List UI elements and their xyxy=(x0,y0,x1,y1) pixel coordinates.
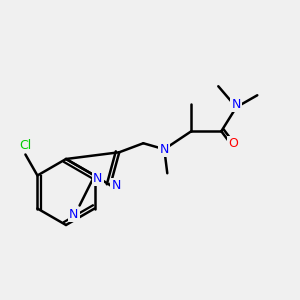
Text: N: N xyxy=(112,179,121,192)
Text: O: O xyxy=(228,137,238,150)
Text: Cl: Cl xyxy=(19,139,32,152)
Text: N: N xyxy=(160,143,169,156)
Text: N: N xyxy=(69,208,78,221)
Text: N: N xyxy=(93,172,102,185)
Text: N: N xyxy=(232,98,241,111)
